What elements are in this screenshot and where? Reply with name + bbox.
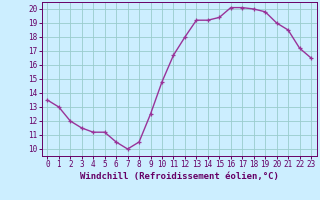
X-axis label: Windchill (Refroidissement éolien,°C): Windchill (Refroidissement éolien,°C): [80, 172, 279, 181]
